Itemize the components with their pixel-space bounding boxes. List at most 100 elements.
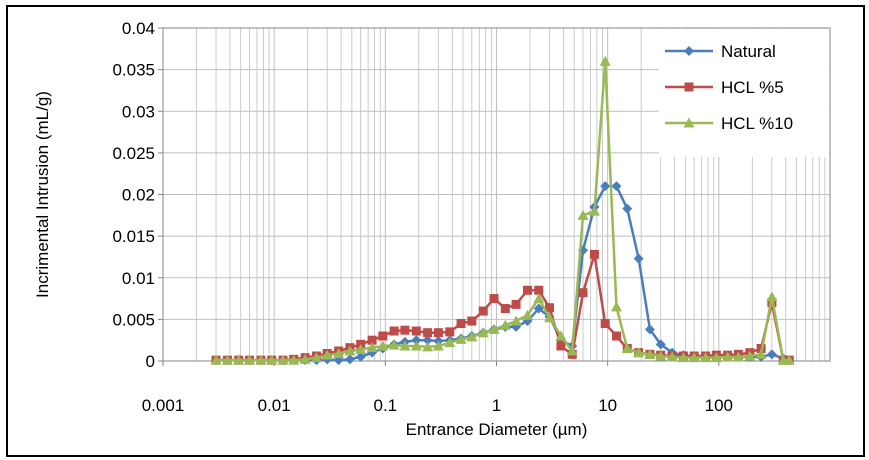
data-point bbox=[599, 55, 611, 66]
data-point bbox=[666, 351, 678, 362]
data-point bbox=[444, 337, 456, 348]
data-point bbox=[511, 299, 521, 309]
x-tick-label: 0.001 bbox=[142, 396, 185, 415]
data-point bbox=[655, 339, 666, 350]
data-point bbox=[722, 351, 734, 362]
data-point bbox=[221, 354, 233, 365]
data-point bbox=[521, 309, 533, 320]
data-point bbox=[410, 340, 422, 351]
data-point bbox=[644, 324, 655, 335]
data-point bbox=[510, 315, 522, 326]
data-point bbox=[600, 319, 610, 329]
y-tick-label: 0.01 bbox=[122, 269, 155, 288]
data-point bbox=[299, 353, 311, 364]
data-point bbox=[700, 352, 712, 363]
y-tick-label: 0.005 bbox=[112, 310, 155, 329]
data-point bbox=[544, 312, 556, 323]
data-point bbox=[378, 331, 388, 341]
data-point bbox=[255, 354, 267, 365]
y-tick-label: 0 bbox=[146, 352, 155, 371]
data-point bbox=[710, 352, 722, 363]
data-point bbox=[244, 354, 256, 365]
data-point bbox=[589, 249, 599, 259]
x-axis-title: Entrance Diameter (µm) bbox=[406, 420, 588, 439]
data-point bbox=[333, 348, 345, 359]
legend-marker bbox=[683, 117, 695, 128]
data-point bbox=[455, 333, 467, 344]
data-point bbox=[400, 325, 410, 335]
data-point bbox=[633, 253, 644, 264]
legend-entry-label: HCL %10 bbox=[721, 114, 793, 133]
data-point bbox=[577, 209, 589, 220]
data-point bbox=[233, 354, 245, 365]
x-tick-label: 100 bbox=[705, 396, 733, 415]
legend-entry-label: HCL %5 bbox=[721, 78, 784, 97]
data-point bbox=[500, 304, 510, 314]
x-tick-label: 0.1 bbox=[374, 396, 398, 415]
data-point bbox=[377, 340, 389, 351]
y-tick-label: 0.035 bbox=[112, 61, 155, 80]
data-point bbox=[611, 331, 621, 341]
data-point bbox=[522, 285, 532, 295]
data-point bbox=[688, 352, 700, 363]
data-point bbox=[621, 343, 633, 354]
data-point bbox=[344, 354, 355, 365]
series-layer bbox=[210, 55, 795, 366]
data-point bbox=[622, 203, 633, 214]
data-point bbox=[355, 351, 366, 362]
data-point bbox=[355, 343, 367, 354]
data-point bbox=[499, 319, 511, 330]
data-point bbox=[399, 340, 411, 351]
legend-marker bbox=[684, 82, 694, 92]
data-point bbox=[367, 335, 377, 345]
x-tick-label: 10 bbox=[598, 396, 617, 415]
data-point bbox=[755, 348, 767, 359]
data-point bbox=[644, 348, 656, 359]
data-point bbox=[588, 205, 600, 216]
data-point bbox=[344, 345, 356, 356]
data-point bbox=[611, 181, 622, 192]
data-point bbox=[411, 326, 421, 336]
data-point bbox=[610, 301, 622, 312]
data-point bbox=[534, 285, 544, 295]
y-axis-title: Incrimental Intrusion (mL/g) bbox=[33, 91, 52, 298]
legend: Natural HCL %5 HCL %10 bbox=[659, 29, 829, 157]
y-tick-label: 0.02 bbox=[122, 186, 155, 205]
data-point bbox=[555, 330, 567, 341]
data-point bbox=[633, 347, 645, 358]
data-point bbox=[578, 288, 588, 298]
data-point bbox=[321, 349, 333, 360]
data-point bbox=[600, 181, 611, 192]
y-tick-label: 0.025 bbox=[112, 144, 155, 163]
data-point bbox=[210, 354, 222, 365]
legend-entry-label: Natural bbox=[721, 42, 776, 61]
data-point bbox=[533, 293, 545, 304]
series-2 bbox=[210, 55, 795, 365]
data-point bbox=[655, 350, 667, 361]
x-tick-label: 1 bbox=[492, 396, 501, 415]
data-point bbox=[310, 352, 322, 363]
data-point bbox=[266, 354, 278, 365]
data-point bbox=[766, 291, 778, 302]
data-point bbox=[433, 328, 443, 338]
legend-marker bbox=[684, 46, 694, 56]
y-tick-label: 0.04 bbox=[122, 19, 155, 38]
data-point bbox=[388, 339, 400, 350]
data-point bbox=[566, 345, 578, 356]
data-point bbox=[477, 327, 489, 338]
data-point bbox=[422, 341, 434, 352]
data-point bbox=[744, 350, 756, 361]
data-point bbox=[423, 328, 433, 338]
y-tick-label: 0.015 bbox=[112, 227, 155, 246]
data-point bbox=[445, 327, 455, 337]
data-point bbox=[466, 331, 478, 342]
data-point bbox=[288, 354, 300, 365]
data-point bbox=[277, 354, 289, 365]
axes-layer: 0 0.005 0.01 0.015 0.02 0.025 0.03 0.035 0.04 0.0… bbox=[112, 19, 733, 415]
data-point bbox=[783, 354, 795, 365]
data-point bbox=[422, 335, 433, 346]
data-point bbox=[766, 349, 777, 360]
data-point bbox=[545, 303, 555, 313]
